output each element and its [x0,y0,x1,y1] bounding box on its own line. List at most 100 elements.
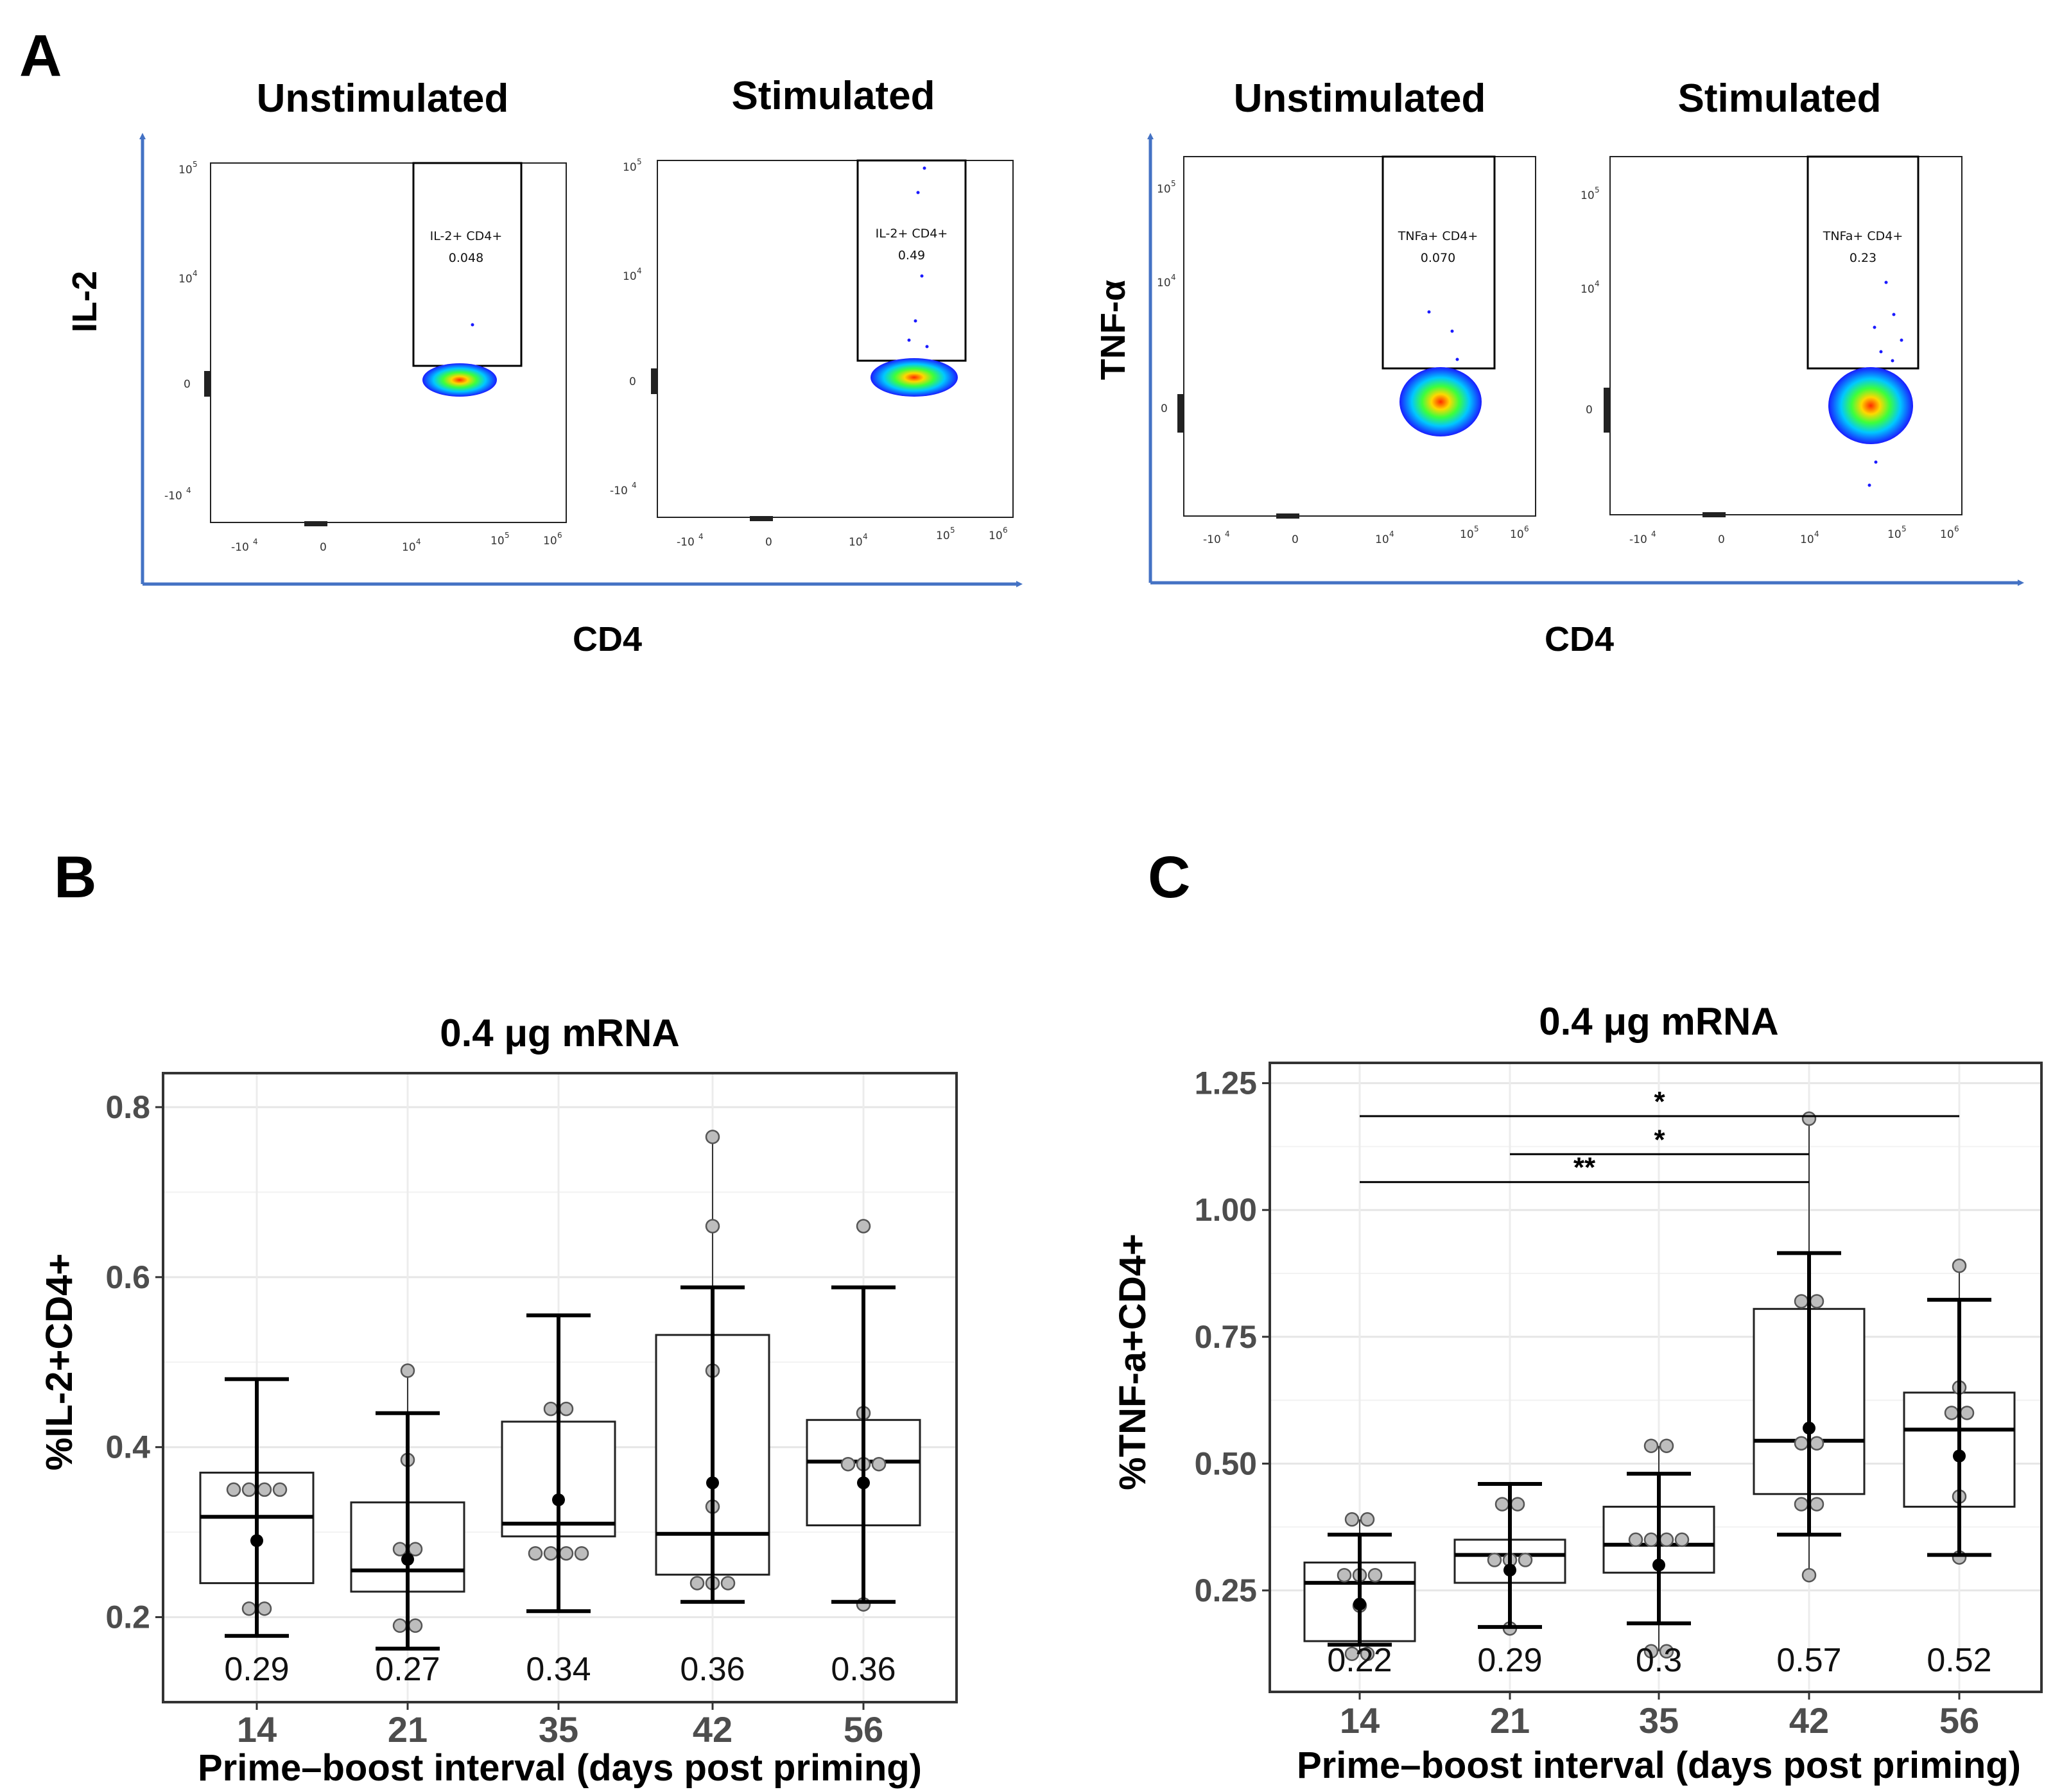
event-dots-stim-tnf [1867,280,1903,487]
gate-name-stim-tnf: TNFa+ CD4+ [1823,229,1903,243]
svg-text:10: 10 [989,530,1003,542]
mean-point [401,1553,414,1566]
svg-text:4: 4 [1389,530,1394,538]
svg-text:4: 4 [698,532,704,541]
svg-text:5: 5 [505,531,510,540]
svg-text:4: 4 [632,481,637,490]
gate-value-unstim-tnf: 0.070 [1421,251,1455,265]
y-tick-label: 0.6 [105,1259,150,1295]
flow-plot-unstim-tnf [1183,156,1536,517]
svg-text:-10: -10 [610,485,628,497]
x-tick-label: 21 [1490,1700,1530,1741]
data-point [1659,1644,1674,1659]
svg-text:4: 4 [416,537,421,546]
y-tick-label: 0.50 [1195,1445,1257,1481]
data-point [1944,1406,1959,1420]
svg-text:10: 10 [623,161,637,174]
mean-label: 0.29 [224,1651,289,1688]
x-tick-label: 56 [844,1709,883,1750]
svg-text:10: 10 [1460,528,1474,541]
svg-text:4: 4 [863,532,868,541]
svg-text:10: 10 [1157,277,1171,289]
plot-frame [1269,1062,2043,1693]
chart-tnf-boxplot: 0.4 μg mRNA %TNF-a+CD4+ Prime–boost inte… [1112,1000,2043,1786]
cell-population-unstim-tnf [1399,367,1482,436]
flow-ylabel-tnf: TNF-α [1094,280,1132,380]
event-dots-unstim-tnf [1427,310,1459,361]
x-tick-label: 56 [1939,1700,1979,1741]
significance-label: ** [1573,1152,1596,1184]
svg-text:10: 10 [849,536,863,549]
svg-text:6: 6 [1954,524,1959,533]
svg-text:5: 5 [193,160,198,169]
svg-text:10: 10 [1510,528,1524,541]
axis-pileup [651,368,657,394]
data-point [1643,1644,1659,1659]
flow-ticks-unstim-il2: 10 5 10 4 0 -10 4 -10 4 0 10 4 10 5 10 6 [164,160,562,554]
event-dot [471,323,474,327]
svg-text:10: 10 [1581,283,1595,296]
svg-text:6: 6 [1524,524,1529,533]
mean-label: 0.27 [375,1651,440,1688]
data-point [400,1363,415,1378]
axis-pileup [750,516,773,521]
svg-text:4: 4 [637,266,642,275]
svg-text:10: 10 [1940,528,1954,541]
svg-text:0: 0 [629,375,636,388]
svg-text:-10: -10 [677,536,695,549]
svg-text:10: 10 [623,270,637,283]
flow-ylabel-il2: IL-2 [65,271,104,332]
box-group-56 [1903,1258,2016,1565]
mean-point [552,1493,565,1506]
data-point [543,1546,559,1561]
data-point [1344,1646,1360,1661]
mean-label: 0.57 [1776,1642,1841,1679]
box-group-21 [350,1363,465,1651]
svg-text:4: 4 [1225,530,1230,538]
flow-title-stim-tnf: Stimulated [1678,76,1882,121]
y-tick-label: 0.2 [105,1599,150,1635]
x-tick-label: 14 [237,1709,277,1750]
data-point [257,1482,272,1497]
svg-text:10: 10 [1800,533,1814,546]
mean-point [706,1476,719,1490]
x-tick-label: 21 [388,1709,428,1750]
chart-c-xlabel: Prime–boost interval (days post priming) [1297,1745,2021,1786]
svg-text:10: 10 [178,164,193,177]
data-point [574,1546,589,1561]
gate-value-unstim-il2: 0.048 [449,251,483,265]
box-group-56 [806,1219,921,1612]
data-point [1495,1497,1510,1512]
data-point [1518,1553,1533,1567]
data-point [1643,1438,1659,1453]
svg-text:4: 4 [186,486,191,495]
data-point [1809,1436,1824,1451]
y-tick-label: 1.00 [1195,1192,1257,1228]
panel-a-label: A [19,23,62,89]
svg-text:10: 10 [1887,528,1902,541]
axis-pileup [1702,512,1726,517]
axis-pileup [1604,388,1610,433]
svg-text:10: 10 [178,273,193,286]
data-point [543,1401,559,1417]
data-point [1510,1497,1525,1512]
svg-text:10: 10 [1375,533,1389,546]
x-tick-label: 42 [1789,1700,1829,1741]
data-point [871,1456,887,1472]
svg-text:4: 4 [193,269,198,278]
box-group-42 [655,1130,770,1604]
svg-text:10: 10 [402,541,416,554]
cell-population-stim-il2 [871,358,958,397]
data-point [257,1601,272,1616]
mean-point [250,1534,263,1547]
mean-label: 0.29 [1477,1642,1542,1679]
svg-text:-10: -10 [164,490,182,503]
data-point [528,1546,543,1561]
data-point [408,1542,423,1556]
data-point [559,1546,574,1561]
box-group-14 [1303,1512,1416,1661]
mean-label: 0.52 [1927,1642,1991,1679]
data-point [1794,1497,1809,1512]
event-dots-stim-il2 [907,166,929,349]
